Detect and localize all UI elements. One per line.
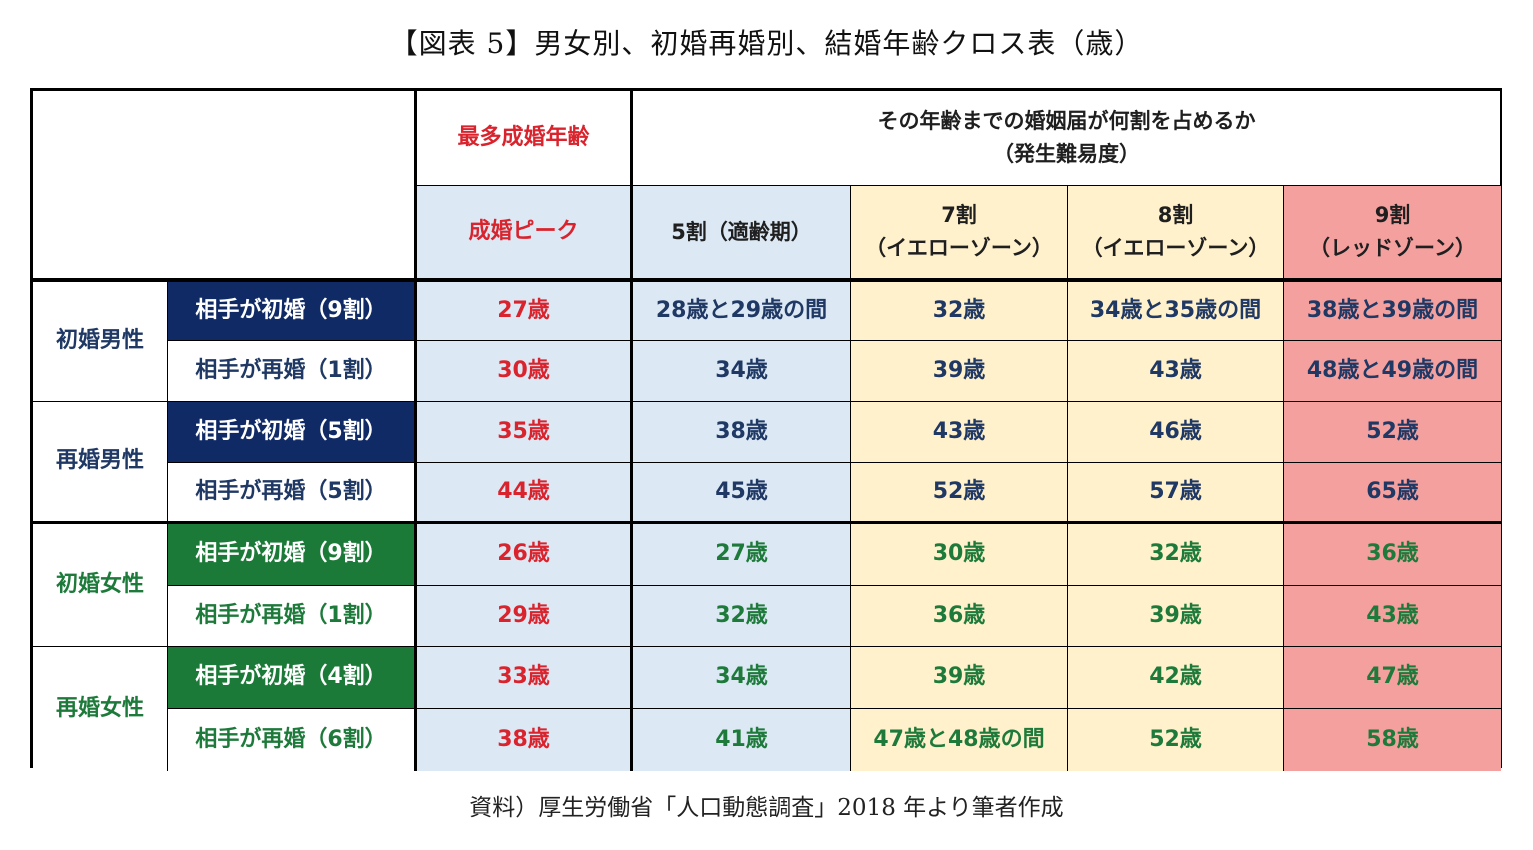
row-label: 相手が再婚（1割） [168,586,417,647]
group-label-first-marriage-female: 初婚女性 [33,524,168,647]
table-cell: 65歳 [1284,463,1501,524]
table-cell: 27歳 [633,524,851,586]
table-cell: 39歳 [851,341,1068,402]
table-cell: 41歳 [633,709,851,771]
table-cell-peak: 29歳 [417,586,633,647]
table-cell: 38歳と39歳の間 [1284,279,1501,341]
table-cell: 46歳 [1068,402,1284,463]
table-cell-peak: 33歳 [417,647,633,709]
header-col-90: 9割 （レッドゾーン） [1284,186,1501,279]
table-cell-peak: 27歳 [417,279,633,341]
table-cell: 47歳 [1284,647,1501,709]
table-cell: 32歳 [851,279,1068,341]
header-col-90-line2: （レッドゾーン） [1309,236,1476,260]
row-label: 相手が初婚（9割） [168,524,417,586]
table-cell: 52歳 [851,463,1068,524]
group-label-remarriage-male: 再婚男性 [33,402,168,524]
header-col-70-line1: 7割 [941,203,977,228]
header-col-90-line1: 9割 [1374,203,1411,228]
header-col-80: 8割 （イエローゾーン） [1068,186,1284,279]
table-cell-peak: 26歳 [417,524,633,586]
header-col-80-line2: （イエローゾーン） [1081,236,1270,260]
table-cell: 28歳と29歳の間 [633,279,851,341]
header-share-line2: （発生難易度） [993,142,1140,166]
header-col-70-line2: （イエローゾーン） [865,236,1053,260]
header-share-span: その年齢までの婚姻届が何割を占めるか （発生難易度） [633,91,1501,186]
header-col-50: 5割（適齢期） [633,186,851,279]
header-share-line1: その年齢までの婚姻届が何割を占めるか [877,109,1256,134]
row-label: 相手が再婚（5割） [168,463,417,524]
row-label: 相手が再婚（1割） [168,341,417,402]
table-cell: 32歳 [633,586,851,647]
table-cell: 58歳 [1284,709,1501,771]
header-col-70: 7割 （イエローゾーン） [851,186,1068,279]
header-peak-sub: 成婚ピーク [417,186,633,279]
table-cell: 30歳 [851,524,1068,586]
table-cell-peak: 38歳 [417,709,633,771]
table-cell: 39歳 [1068,586,1284,647]
row-label: 相手が初婚（4割） [168,647,417,709]
table-cell: 43歳 [1284,586,1501,647]
table-cell: 47歳と48歳の間 [851,709,1068,771]
table-cell: 36歳 [851,586,1068,647]
table-cell: 36歳 [1284,524,1501,586]
group-label-first-marriage-male: 初婚男性 [33,279,168,402]
table-corner-blank [33,91,417,279]
table-cell-peak: 30歳 [417,341,633,402]
table-cell: 38歳 [633,402,851,463]
source-note: 資料）厚生労働省「人口動態調査」2018 年より筆者作成 [469,795,1064,821]
table-cell: 43歳 [851,402,1068,463]
table-cell: 45歳 [633,463,851,524]
table-cell: 32歳 [1068,524,1284,586]
table-cell: 34歳と35歳の間 [1068,279,1284,341]
cross-table: 最多成婚年齢 その年齢までの婚姻届が何割を占めるか （発生難易度） 成婚ピーク … [30,88,1502,771]
header-col-50-label: 5割（適齢期） [671,219,812,244]
table-cell: 34歳 [633,341,851,402]
header-peak-age: 最多成婚年齢 [417,91,633,186]
table-cell: 39歳 [851,647,1068,709]
table-cell-peak: 44歳 [417,463,633,524]
group-label-remarriage-female: 再婚女性 [33,647,168,771]
row-label: 相手が初婚（9割） [168,279,417,341]
table-cell: 52歳 [1284,402,1501,463]
table-cell: 42歳 [1068,647,1284,709]
row-label: 相手が初婚（5割） [168,402,417,463]
table-cell: 48歳と49歳の間 [1284,341,1501,402]
table-cell: 34歳 [633,647,851,709]
table-cell: 52歳 [1068,709,1284,771]
page-title: 【図表 5】男女別、初婚再婚別、結婚年齢クロス表（歳） [389,27,1144,60]
row-label: 相手が再婚（6割） [168,709,417,771]
header-col-80-line1: 8割 [1157,203,1194,228]
table-cell-peak: 35歳 [417,402,633,463]
table-cell: 43歳 [1068,341,1284,402]
table-cell: 57歳 [1068,463,1284,524]
